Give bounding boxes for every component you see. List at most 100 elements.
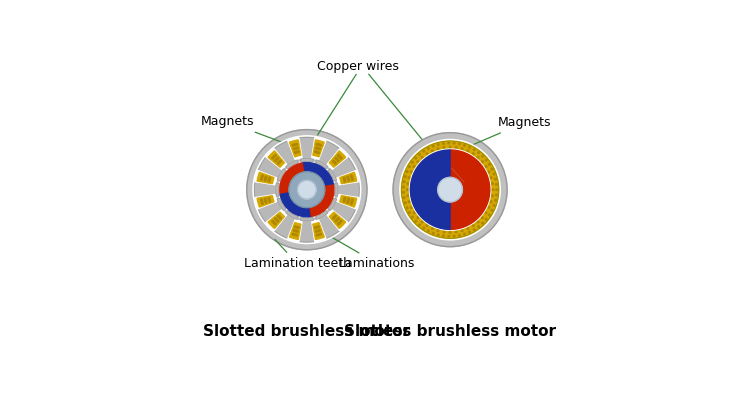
- Circle shape: [297, 147, 298, 149]
- Circle shape: [472, 225, 474, 226]
- Circle shape: [343, 177, 345, 179]
- Circle shape: [406, 189, 408, 190]
- Circle shape: [320, 144, 322, 146]
- Circle shape: [406, 207, 408, 209]
- Wedge shape: [329, 212, 346, 228]
- Circle shape: [261, 177, 263, 178]
- Circle shape: [405, 176, 406, 177]
- Circle shape: [411, 216, 413, 218]
- Circle shape: [488, 206, 490, 208]
- Circle shape: [343, 199, 346, 201]
- Wedge shape: [328, 169, 337, 181]
- Circle shape: [317, 152, 320, 153]
- Circle shape: [453, 142, 455, 144]
- Circle shape: [449, 232, 451, 233]
- Circle shape: [494, 199, 497, 201]
- Circle shape: [477, 221, 479, 223]
- Circle shape: [272, 157, 274, 159]
- Circle shape: [407, 183, 408, 184]
- Text: Slotted brushless motor: Slotted brushless motor: [204, 324, 411, 339]
- Circle shape: [406, 171, 408, 172]
- Circle shape: [482, 155, 483, 157]
- Circle shape: [314, 151, 316, 152]
- Circle shape: [437, 144, 439, 146]
- Wedge shape: [266, 148, 287, 170]
- Wedge shape: [401, 141, 499, 238]
- Circle shape: [423, 227, 425, 229]
- Circle shape: [415, 157, 417, 159]
- Circle shape: [289, 172, 325, 208]
- Circle shape: [278, 162, 279, 164]
- Wedge shape: [255, 170, 278, 185]
- Circle shape: [352, 199, 353, 201]
- Wedge shape: [302, 162, 334, 186]
- Circle shape: [352, 179, 353, 180]
- Wedge shape: [289, 222, 301, 240]
- Circle shape: [297, 227, 299, 228]
- Circle shape: [334, 161, 335, 163]
- Wedge shape: [340, 196, 357, 207]
- Wedge shape: [289, 140, 301, 157]
- Circle shape: [431, 228, 433, 229]
- Circle shape: [437, 148, 439, 150]
- Circle shape: [268, 197, 270, 199]
- Circle shape: [432, 145, 434, 147]
- Circle shape: [339, 156, 340, 158]
- Circle shape: [269, 200, 271, 202]
- Circle shape: [294, 144, 296, 146]
- Circle shape: [414, 212, 415, 214]
- Circle shape: [348, 180, 349, 181]
- Circle shape: [431, 150, 433, 152]
- Wedge shape: [300, 158, 314, 162]
- Circle shape: [275, 154, 276, 156]
- Circle shape: [461, 148, 463, 150]
- Circle shape: [409, 149, 491, 230]
- Circle shape: [400, 140, 500, 240]
- Circle shape: [490, 177, 492, 178]
- Circle shape: [482, 161, 483, 163]
- Circle shape: [405, 202, 406, 204]
- Circle shape: [491, 168, 493, 170]
- Circle shape: [280, 218, 281, 219]
- Circle shape: [426, 153, 428, 155]
- Circle shape: [485, 166, 487, 168]
- Circle shape: [477, 156, 479, 158]
- Circle shape: [417, 161, 419, 163]
- Circle shape: [423, 150, 425, 152]
- Circle shape: [319, 148, 320, 150]
- Circle shape: [277, 220, 279, 222]
- Circle shape: [467, 228, 468, 229]
- Circle shape: [295, 148, 297, 149]
- Circle shape: [428, 230, 429, 232]
- Circle shape: [403, 181, 405, 182]
- Circle shape: [491, 195, 493, 197]
- Circle shape: [414, 166, 415, 168]
- Circle shape: [426, 225, 428, 226]
- Circle shape: [347, 178, 349, 180]
- Circle shape: [491, 210, 493, 211]
- Circle shape: [293, 230, 295, 231]
- Circle shape: [347, 202, 349, 203]
- Circle shape: [294, 234, 296, 236]
- Circle shape: [334, 216, 335, 218]
- Wedge shape: [257, 196, 274, 207]
- Wedge shape: [340, 172, 357, 184]
- Text: Laminations: Laminations: [331, 237, 416, 270]
- Wedge shape: [288, 138, 302, 160]
- Circle shape: [472, 153, 474, 155]
- Wedge shape: [266, 210, 287, 231]
- Circle shape: [493, 204, 495, 206]
- Circle shape: [488, 214, 490, 216]
- Circle shape: [428, 148, 429, 149]
- Wedge shape: [312, 220, 326, 242]
- Circle shape: [320, 233, 322, 235]
- Circle shape: [344, 197, 346, 199]
- Circle shape: [419, 224, 420, 226]
- Circle shape: [496, 189, 497, 190]
- Circle shape: [296, 151, 297, 153]
- Circle shape: [411, 171, 412, 173]
- Wedge shape: [286, 160, 298, 169]
- Circle shape: [276, 219, 278, 221]
- Circle shape: [297, 230, 298, 232]
- Circle shape: [272, 220, 274, 222]
